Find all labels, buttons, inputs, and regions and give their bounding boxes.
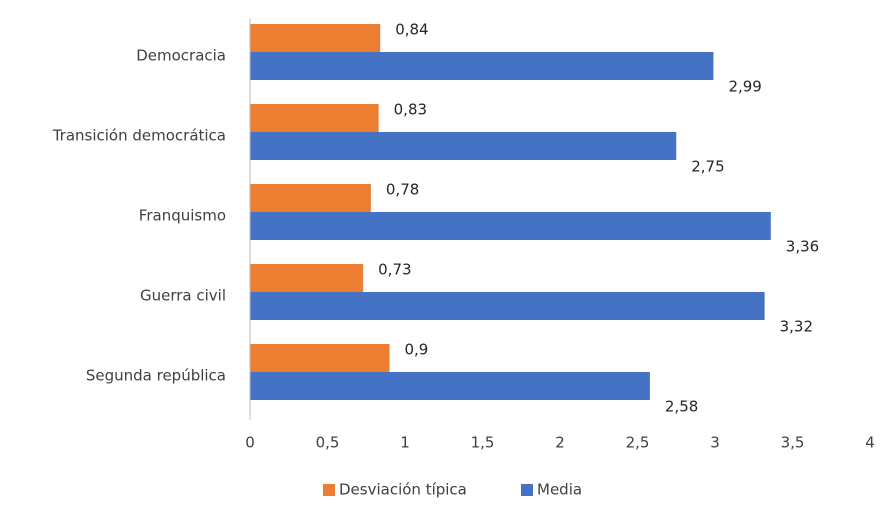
category-label: Transición democrática <box>52 127 226 145</box>
legend-label: Media <box>537 481 582 499</box>
x-tick-label: 0,5 <box>316 434 340 452</box>
category-label: Guerra civil <box>140 287 226 305</box>
data-label: 0,83 <box>394 101 427 119</box>
category-label: Franquismo <box>139 207 226 225</box>
x-tick-label: 2 <box>555 434 565 452</box>
bar-desviacion <box>250 104 379 132</box>
legend-swatch <box>323 484 335 496</box>
bar-media <box>250 372 650 400</box>
x-axis-ticks: 0 0,5 1 1,5 2 2,5 3 3,5 4 <box>245 434 875 452</box>
x-tick-label: 0 <box>245 434 255 452</box>
bar-media <box>250 212 771 240</box>
data-label: 3,36 <box>786 238 819 256</box>
bar-desviacion <box>250 264 364 292</box>
bar-media <box>250 132 677 160</box>
labels-layer: Democracia 0,84 2,99 Transición democrática… <box>52 21 820 416</box>
bar-desviacion <box>250 344 390 372</box>
x-tick-label: 1,5 <box>471 434 495 452</box>
data-label: 3,32 <box>780 318 813 336</box>
x-tick-label: 2,5 <box>626 434 650 452</box>
data-label: 2,99 <box>728 78 761 96</box>
x-tick-label: 3 <box>710 434 720 452</box>
bars-layer <box>250 24 771 400</box>
category-label: Democracia <box>136 47 226 65</box>
legend-swatch <box>521 484 533 496</box>
bar-media <box>250 52 714 80</box>
data-label: 0,9 <box>405 341 429 359</box>
data-label: 0,84 <box>395 21 428 39</box>
legend-label: Desviación típica <box>339 481 467 499</box>
data-label: 0,78 <box>386 181 419 199</box>
x-tick-label: 1 <box>400 434 410 452</box>
legend: Desviación típica Media <box>323 481 582 499</box>
data-label: 2,58 <box>665 398 698 416</box>
data-label: 2,75 <box>691 158 724 176</box>
bar-desviacion <box>250 24 381 52</box>
bar-media <box>250 292 765 320</box>
bar-desviacion <box>250 184 371 212</box>
category-label: Segunda república <box>86 367 226 385</box>
x-tick-label: 3,5 <box>781 434 805 452</box>
data-label: 0,73 <box>378 261 411 279</box>
x-tick-label: 4 <box>865 434 875 452</box>
